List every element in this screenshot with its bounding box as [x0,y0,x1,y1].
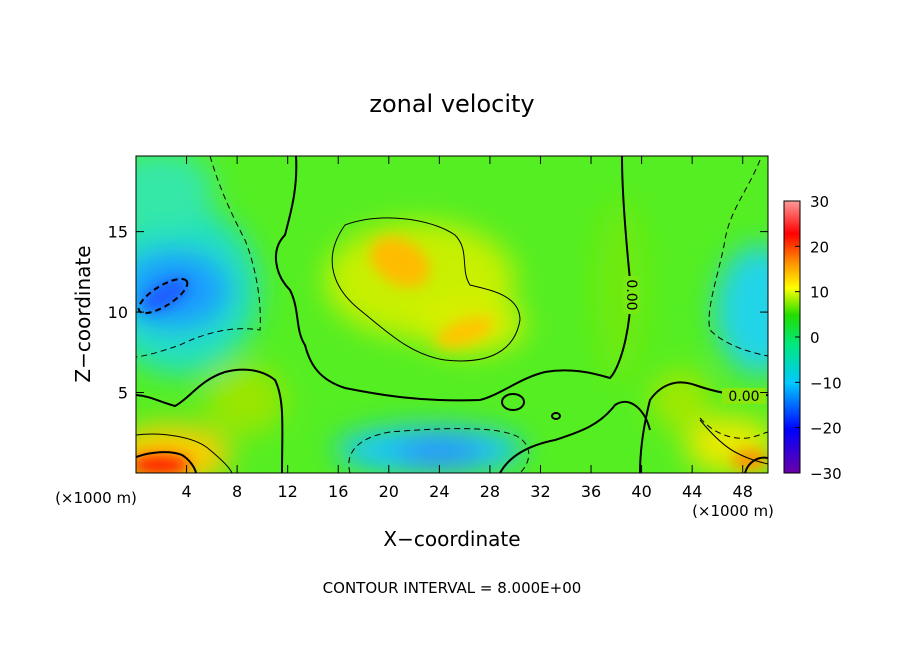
x-tick-label: 36 [581,482,601,501]
core-min-left [141,278,189,312]
colorbar-tick-label: 10 [810,284,829,302]
contour-label-2: 0.00 [728,389,759,405]
contour-plus8-bottomright [699,419,768,465]
core-max-2 [436,316,494,348]
x-tick-label: 12 [278,482,298,501]
zero-contour-bottom-mid [499,400,651,473]
zero-contour-corner-left [136,451,197,473]
region-bottom-core [395,438,485,466]
x-tick-label: 8 [232,482,242,501]
contour-minus16-left [137,277,189,315]
contour-label-bg-2 [722,388,766,404]
core-max-1 [370,237,430,287]
region-right-positive [595,200,645,380]
x-tick-label: 32 [530,482,550,501]
region-lower-left-positive [205,365,285,435]
y-axis-label: Z−coordinate [71,245,95,382]
zero-contour-ring [501,393,525,411]
y-axis: 5 10 15 [108,223,768,403]
colorbar-tick-label: 0 [810,329,820,347]
x-tick-label: 48 [733,482,753,501]
x-tick-label: 20 [379,482,399,501]
contour-minus8-right [708,159,768,357]
zero-contour-ring-small [551,412,561,420]
contour-plus8 [331,217,521,362]
colorbar-tick-label: −10 [810,374,842,392]
x-unit-label-right: (×1000 m) [692,502,774,520]
x-axis: 4 8 12 16 20 24 28 32 36 40 44 48 [181,156,753,501]
colorbar-tick-label: −20 [810,420,842,438]
plot-frame [135,155,769,474]
colorbar-ticks: 30 20 10 0 −10 −20 −30 [795,193,842,483]
x-tick-label: 4 [181,482,191,501]
x-unit-label-left: (×1000 m) [55,489,137,507]
plot-area [136,156,768,473]
contour-label-bg-1 [623,276,639,314]
x-tick-label: 24 [429,482,449,501]
contour-minus8-left [136,156,261,358]
x-tick-label: 28 [480,482,500,501]
contour-interval-note: CONTOUR INTERVAL = 8.000E+00 [323,579,582,597]
x-tick-label: 16 [328,482,348,501]
negative-contours [136,156,768,473]
x-tick-label: 44 [682,482,702,501]
contour-plus8-bottomleft [136,433,233,473]
region-topleft [136,156,215,230]
zero-contour-bottom [136,368,284,473]
y-tick-label: 10 [108,303,128,322]
x-axis-label: X−coordinate [383,527,520,551]
colorbar-tick-label: 20 [810,238,829,256]
chart-title: zonal velocity [369,90,534,118]
contour-minus8-bottom [348,428,530,473]
positive-contours [136,217,768,473]
y-tick-label: 15 [108,223,128,242]
x-tick-label: 40 [631,482,651,501]
colorbar-tick-label: 30 [810,193,829,211]
region-bottomleft-warm [136,425,230,473]
colorbar-tick-label: −30 [810,465,842,483]
core-warm-left [136,455,190,473]
zero-contour-corner-right [744,456,768,473]
contour-minus8-bottomright [699,417,768,439]
y-tick-label: 5 [118,384,128,403]
contour-label-1: 0.00 [623,279,639,310]
